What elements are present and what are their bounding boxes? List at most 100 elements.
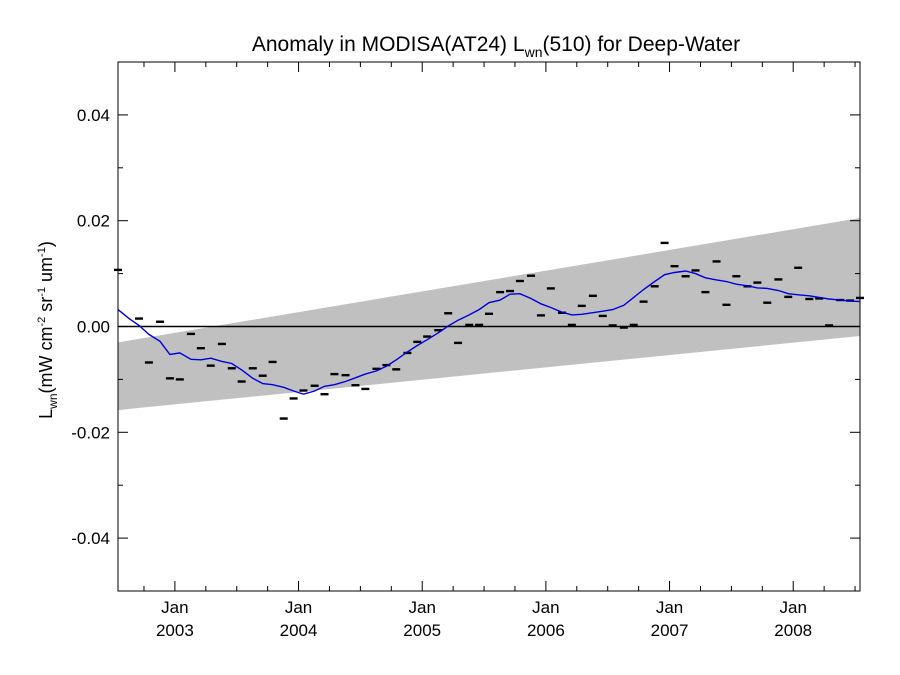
running-mean-layer: [117, 270, 861, 395]
anomaly-markers-layer: [114, 241, 864, 420]
anomaly-point: [310, 384, 319, 387]
x-tick-label-month: Jan: [780, 598, 807, 617]
anomaly-point: [392, 368, 401, 371]
y-tick-label: 0.00: [77, 318, 110, 337]
x-tick-label-month: Jan: [532, 598, 559, 617]
anomaly-point: [650, 285, 659, 288]
x-tick-label-year: 2008: [774, 621, 812, 640]
x-tick-label-month: Jan: [409, 598, 436, 617]
x-tick-label-month: Jan: [161, 598, 188, 617]
anomaly-point: [608, 324, 617, 327]
x-tick-label-year: 2007: [651, 621, 689, 640]
anomaly-point: [794, 266, 803, 269]
axis-ticks: [118, 61, 860, 592]
anomaly-point: [268, 360, 277, 364]
anomaly-point: [515, 279, 524, 283]
anomaly-point: [320, 393, 329, 396]
anomaly-point: [567, 323, 576, 327]
anomaly-point: [206, 364, 215, 367]
anomaly-point: [691, 269, 700, 272]
anomaly-point: [681, 275, 690, 278]
x-tick-label-month: Jan: [285, 598, 312, 617]
anomaly-point: [588, 294, 597, 298]
anomaly-point: [156, 320, 165, 323]
anomaly-point: [774, 278, 783, 281]
y-label-units-end: ): [36, 241, 56, 247]
y-tick-label: 0.04: [77, 106, 110, 125]
y-label-units-mid2: um: [36, 257, 56, 287]
anomaly-point: [330, 372, 339, 376]
anomaly-point: [496, 290, 505, 294]
anomaly-point: [465, 323, 474, 327]
y-label-main: L: [36, 409, 56, 419]
y-tick-label: -0.04: [71, 529, 110, 548]
chart-title-prefix: Anomaly in MODISA(AT24) L: [252, 33, 525, 56]
anomaly-point: [701, 290, 710, 294]
anomaly-point: [217, 342, 226, 346]
x-tick-labels: Jan 2003 Jan 2004 Jan 2005 Jan 2006 Jan 2007 Jan 20…: [156, 598, 812, 640]
anomaly-point: [546, 287, 555, 290]
anomaly-point: [639, 300, 648, 303]
y-label-sup3: -1: [36, 247, 48, 257]
anomaly-point: [372, 367, 381, 371]
y-label-units-mid: sr: [36, 297, 56, 317]
x-tick-label-year: 2003: [156, 621, 194, 640]
anomaly-point: [732, 275, 741, 278]
anomaly-point: [423, 335, 432, 338]
x-tick-label-month: Jan: [656, 598, 683, 617]
anomaly-point: [629, 323, 638, 327]
anomaly-point: [434, 329, 443, 332]
anomaly-point: [289, 397, 298, 400]
anomaly-point: [135, 317, 144, 320]
anomaly-point: [825, 324, 834, 327]
anomaly-point: [351, 384, 360, 387]
anomaly-point: [536, 314, 545, 317]
anomaly-point: [237, 380, 246, 383]
anomaly-point: [258, 374, 267, 377]
y-label-sub: wn: [46, 393, 60, 409]
anomaly-point: [454, 341, 463, 345]
y-label-sup2: -1: [36, 287, 48, 297]
y-tick-label: -0.02: [71, 423, 110, 442]
anomaly-point: [506, 289, 515, 293]
anomaly-point: [712, 260, 721, 263]
anomaly-point: [619, 326, 628, 329]
y-tick-label: 0.02: [77, 212, 110, 231]
y-label-units: (mW cm: [36, 327, 56, 394]
anomaly-point: [475, 323, 484, 327]
x-tick-label-year: 2005: [403, 621, 441, 640]
anomaly-point: [144, 361, 153, 364]
anomaly-point: [279, 417, 288, 420]
anomaly-point: [186, 332, 195, 336]
anomaly-point: [722, 303, 731, 307]
anomaly-point: [165, 377, 174, 380]
anomaly-point: [805, 297, 814, 301]
y-axis-label: Lwn(mW cm-2 sr-1 um-1): [36, 241, 60, 419]
chart-title-suffix: (510) for Deep-Water: [542, 33, 740, 56]
anomaly-point: [577, 304, 586, 308]
anomaly-point: [382, 363, 391, 367]
y-label-sup1: -2: [36, 317, 48, 327]
anomaly-point: [598, 314, 607, 318]
anomaly-point: [227, 367, 236, 370]
anomaly-point: [527, 274, 536, 277]
anomaly-point: [196, 346, 205, 350]
anomaly-point: [248, 367, 257, 370]
anomaly-point: [815, 297, 824, 300]
anomaly-point: [341, 373, 350, 377]
chart-title: Anomaly in MODISA(AT24) Lwn(510) for Dee…: [252, 33, 740, 60]
anomaly-point: [660, 241, 669, 245]
anomaly-point: [444, 312, 453, 315]
anomaly-point: [299, 389, 308, 392]
x-tick-label-year: 2004: [280, 621, 318, 640]
anomaly-point: [763, 301, 772, 304]
anomaly-point: [485, 312, 493, 316]
y-tick-labels: 0.04 0.02 0.00 -0.02 -0.04: [71, 106, 110, 548]
anomaly-point: [361, 387, 370, 391]
anomaly-point: [403, 351, 412, 355]
anomaly-point: [670, 264, 679, 268]
anomaly-point: [784, 295, 793, 299]
anomaly-point: [753, 281, 762, 284]
running-mean-line: [117, 270, 861, 395]
